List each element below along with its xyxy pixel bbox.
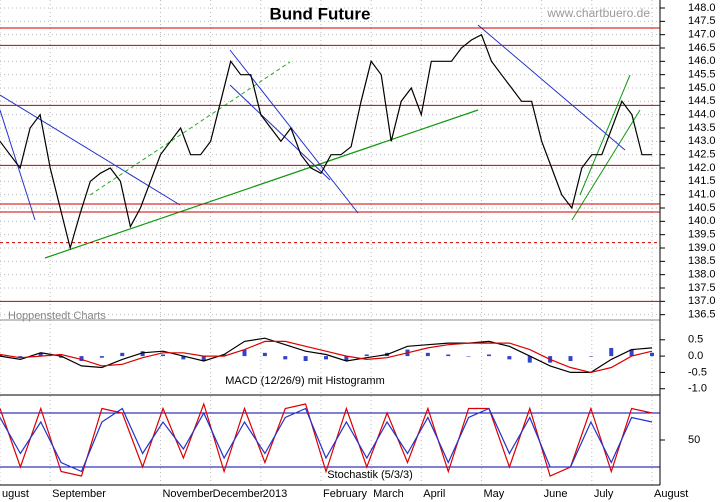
y-tick-label: 142.5	[688, 149, 716, 161]
panel-title: MACD (12/26/9) mit Histogramm	[225, 375, 385, 387]
y-tick-label: 144.5	[688, 95, 716, 107]
histogram-bar	[201, 356, 206, 361]
y-tick-label: 141.0	[688, 189, 716, 201]
y-tick-label: 140.5	[688, 202, 716, 214]
y-tick-label: 143.0	[688, 135, 716, 147]
histogram-bar	[0, 354, 2, 357]
histogram-bar	[344, 356, 349, 361]
histogram-bar	[324, 356, 328, 360]
x-tick-label: September	[52, 488, 106, 500]
histogram-bar	[446, 354, 451, 357]
histogram-bar	[38, 352, 43, 357]
y-tick-label: -0.5	[688, 366, 707, 378]
histogram-bar	[79, 356, 84, 361]
y-tick-label: 137.0	[688, 295, 716, 307]
histogram-bar	[425, 352, 430, 357]
y-tick-label: 139.0	[688, 242, 716, 254]
watermark: www.chartbuero.de	[546, 6, 650, 20]
histogram-bar	[181, 356, 186, 360]
y-tick-label: 144.0	[688, 109, 716, 121]
x-tick-label: August	[654, 488, 688, 500]
histogram-bar	[364, 354, 369, 357]
y-tick-label: 142.0	[688, 162, 716, 174]
histogram-bar	[507, 356, 512, 360]
histogram-bar	[283, 356, 288, 360]
y-tick-label: 0.5	[688, 334, 703, 346]
y-tick-label: 141.5	[688, 175, 716, 187]
y-tick-label: 147.5	[688, 15, 716, 27]
histogram-bar	[588, 356, 593, 357]
x-tick-label: November	[162, 488, 213, 500]
histogram-bar	[242, 349, 247, 357]
x-tick-label: June	[544, 488, 568, 500]
histogram-bar	[466, 356, 471, 357]
y-tick-label: 50	[688, 434, 700, 446]
histogram-bar	[568, 356, 573, 361]
histogram-bar	[140, 351, 145, 357]
y-tick-label: 146.0	[688, 55, 716, 67]
histogram-bar	[161, 354, 165, 357]
panel-title: Stochastik (5/3/3)	[327, 469, 413, 481]
x-tick-label: December	[213, 488, 264, 500]
y-tick-label: 143.5	[688, 122, 716, 134]
histogram-bar	[59, 356, 64, 358]
histogram-bar	[99, 356, 104, 358]
x-tick-label: May	[483, 488, 504, 500]
series-line	[0, 402, 653, 477]
histogram-bar	[120, 352, 125, 357]
series-line	[0, 33, 652, 251]
y-tick-label: 145.0	[688, 82, 716, 94]
y-tick-label: 136.5	[688, 309, 716, 321]
y-tick-label: 148.0	[688, 2, 716, 14]
y-tick-label: 146.5	[688, 42, 716, 54]
histogram-bar	[303, 356, 308, 361]
histogram-bar	[609, 347, 614, 357]
histogram-bar	[18, 356, 23, 358]
x-tick-label: July	[594, 488, 614, 500]
histogram-bar	[650, 352, 654, 357]
histogram-bar	[629, 349, 634, 357]
y-tick-label: 147.0	[688, 29, 716, 41]
y-tick-label: 138.5	[688, 255, 716, 267]
x-tick-label: February	[323, 488, 368, 500]
x-tick-label: April	[423, 488, 445, 500]
x-tick-label: ugust	[2, 488, 29, 500]
y-tick-label: 140.0	[688, 215, 716, 227]
chart-title: Bund Future	[269, 4, 370, 23]
x-tick-label: 2013	[263, 488, 287, 500]
y-tick-label: 0.0	[688, 350, 703, 362]
x-tick-label: March	[373, 488, 404, 500]
histogram-bar	[487, 354, 491, 357]
series-line	[0, 340, 653, 374]
y-tick-label: 145.5	[688, 69, 716, 81]
y-tick-label: 137.5	[688, 282, 716, 294]
y-tick-label: -1.0	[688, 383, 707, 395]
source: Hoppenstedt Charts	[8, 310, 106, 322]
histogram-bar	[527, 356, 532, 363]
y-tick-label: 139.5	[688, 229, 716, 241]
series-line	[0, 407, 653, 473]
histogram-bar	[262, 352, 267, 357]
y-tick-label: 138.0	[688, 269, 716, 281]
histogram-bar	[222, 354, 227, 357]
